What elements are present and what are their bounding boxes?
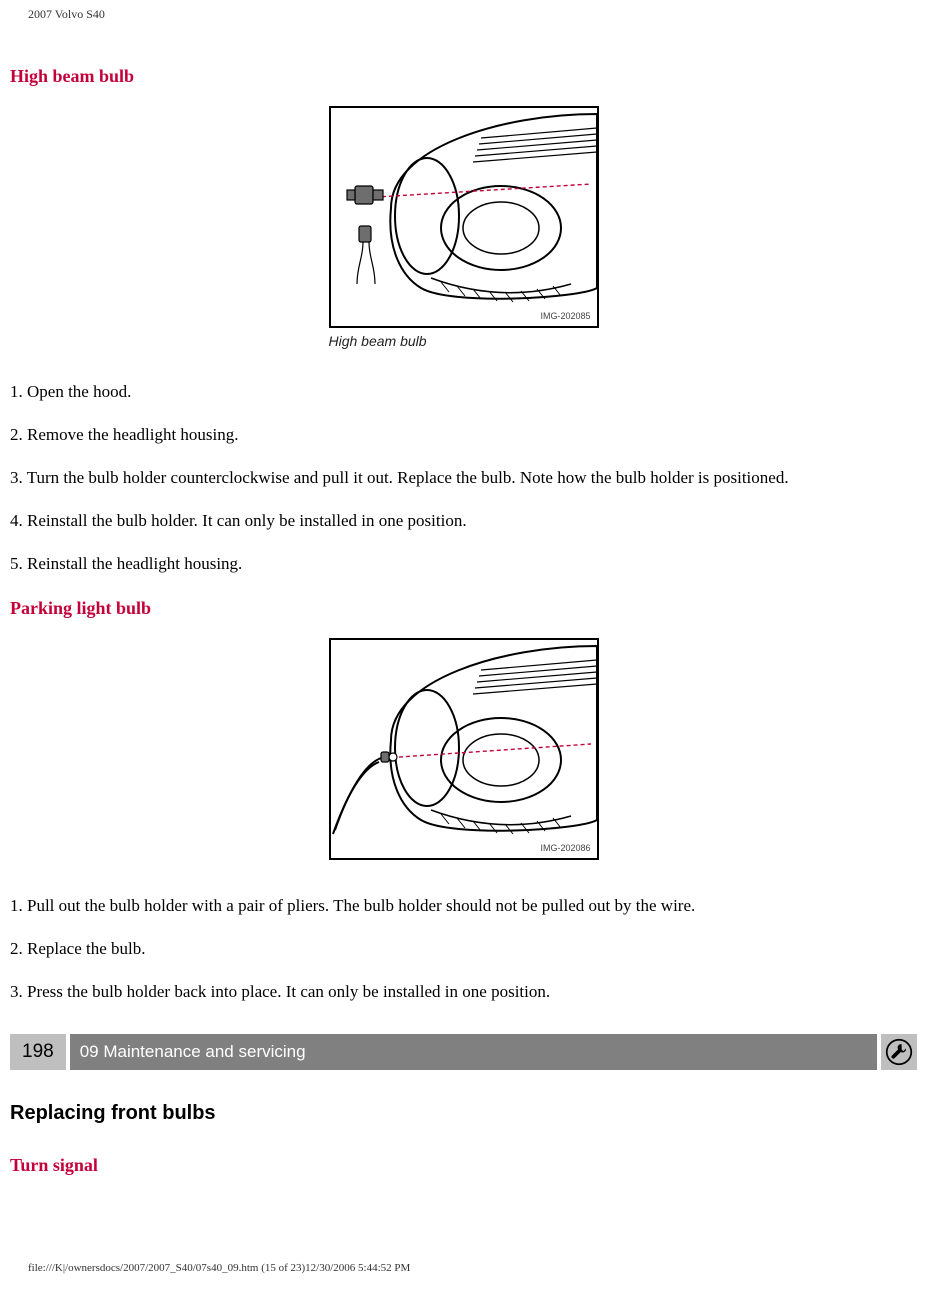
parking-light-steps: 1. Pull out the bulb holder with a pair …: [10, 895, 917, 1004]
chapter-title: 09 Maintenance and servicing: [70, 1034, 877, 1070]
figure1-img-id: IMG-202085: [540, 310, 590, 322]
step-text: 1. Pull out the bulb holder with a pair …: [10, 895, 917, 918]
step-text: 2. Remove the headlight housing.: [10, 424, 917, 447]
step-text: 5. Reinstall the headlight housing.: [10, 553, 917, 576]
section-header-replacing-front-bulbs: Replacing front bulbs: [10, 1100, 917, 1127]
figure-parking-light: IMG-202086: [10, 638, 917, 867]
step-text: 2. Replace the bulb.: [10, 938, 917, 961]
step-text: 4. Reinstall the bulb holder. It can onl…: [10, 510, 917, 533]
document-header: 2007 Volvo S40: [10, 0, 917, 22]
step-text: 3. Press the bulb holder back into place…: [10, 981, 917, 1004]
heading-high-beam-bulb: High beam bulb: [10, 64, 917, 88]
figure2-img-id: IMG-202086: [540, 842, 590, 854]
heading-turn-signal: Turn signal: [10, 1153, 917, 1177]
parking-light-diagram: [331, 640, 597, 858]
high-beam-diagram: [331, 108, 597, 326]
step-text: 1. Open the hood.: [10, 381, 917, 404]
figure-high-beam: IMG-202085 High beam bulb: [10, 106, 917, 353]
document-footer: file:///K|/ownersdocs/2007/2007_S40/07s4…: [28, 1261, 917, 1276]
chapter-banner: 198 09 Maintenance and servicing: [10, 1034, 917, 1070]
heading-parking-light-bulb: Parking light bulb: [10, 596, 917, 620]
high-beam-steps: 1. Open the hood. 2. Remove the headligh…: [10, 381, 917, 576]
figure1-caption: High beam bulb: [329, 332, 599, 351]
page-number: 198: [10, 1034, 66, 1070]
step-text: 3. Turn the bulb holder counterclockwise…: [10, 467, 917, 490]
wrench-icon: [881, 1034, 917, 1070]
